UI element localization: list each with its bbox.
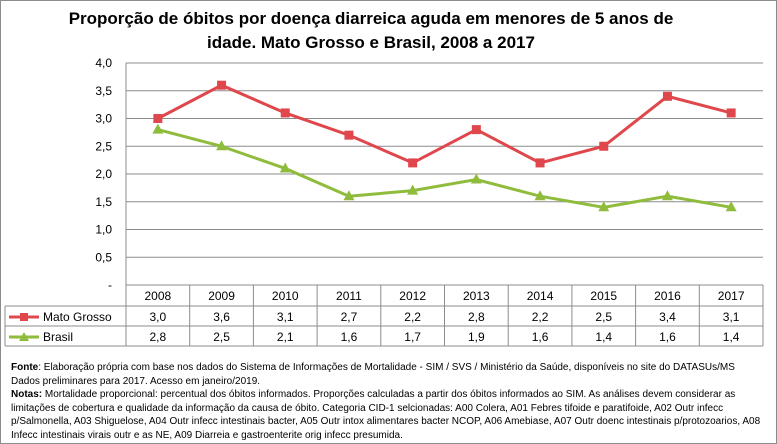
notas-label: Notas: bbox=[11, 389, 43, 400]
data-label: 1,6 bbox=[532, 330, 549, 344]
data-label: 3,1 bbox=[723, 310, 740, 324]
x-tick-label: 2014 bbox=[527, 289, 554, 303]
data-label: 1,6 bbox=[659, 330, 676, 344]
fonte-label: Fonte bbox=[11, 362, 39, 373]
legend-marker bbox=[19, 332, 29, 341]
y-tick-label: 2,5 bbox=[95, 139, 112, 153]
x-tick-label: 2017 bbox=[718, 289, 745, 303]
data-label: 3,6 bbox=[213, 310, 230, 324]
data-point bbox=[217, 80, 227, 90]
data-label: 2,1 bbox=[277, 330, 294, 344]
legend-label: Mato Grosso bbox=[43, 310, 112, 324]
y-tick-label: 4,0 bbox=[95, 56, 112, 70]
data-point bbox=[725, 201, 737, 212]
data-label: 2,8 bbox=[150, 330, 167, 344]
data-point bbox=[407, 184, 419, 195]
x-tick-label: 2010 bbox=[272, 289, 299, 303]
y-tick-label: 1,5 bbox=[95, 195, 112, 209]
y-tick-label: 0,5 bbox=[95, 250, 112, 264]
data-label: 1,4 bbox=[595, 330, 612, 344]
data-label: 1,6 bbox=[341, 330, 358, 344]
data-label: 1,9 bbox=[468, 330, 485, 344]
notas-text: Mortalidade proporcional: percentual dos… bbox=[11, 389, 761, 441]
fonte-text: : Elaboração própria com base nos dados … bbox=[38, 362, 735, 373]
chart-title: Proporção de óbitos por doença diarreica… bbox=[68, 9, 674, 52]
data-point bbox=[661, 190, 673, 201]
x-tick-label: 2015 bbox=[590, 289, 617, 303]
data-point bbox=[471, 125, 481, 135]
fonte-text-2: Dados preliminares para 2017. Acesso em … bbox=[11, 375, 261, 387]
legend-marker bbox=[20, 313, 28, 321]
data-label: 1,4 bbox=[723, 330, 740, 344]
y-tick-label: 1,0 bbox=[95, 223, 112, 237]
data-label: 2,2 bbox=[532, 310, 549, 324]
data-label: 2,5 bbox=[213, 330, 230, 344]
data-point bbox=[535, 158, 545, 168]
data-label: 2,8 bbox=[468, 310, 485, 324]
x-tick-label: 2012 bbox=[399, 289, 426, 303]
x-tick-label: 2011 bbox=[336, 289, 362, 303]
data-point bbox=[280, 108, 290, 118]
y-tick-label: - bbox=[108, 278, 112, 292]
x-tick-label: 2009 bbox=[208, 289, 235, 303]
y-tick-label: 3,5 bbox=[95, 84, 112, 98]
data-label: 3,4 bbox=[659, 310, 676, 324]
data-point bbox=[470, 173, 482, 184]
legend-label: Brasil bbox=[43, 330, 73, 344]
data-point bbox=[599, 141, 609, 151]
data-point bbox=[598, 201, 610, 212]
data-point bbox=[343, 190, 355, 201]
data-point bbox=[726, 108, 736, 118]
y-tick-label: 2,0 bbox=[95, 167, 112, 181]
data-label: 2,7 bbox=[341, 310, 358, 324]
data-label: 3,0 bbox=[150, 310, 167, 324]
notes: Fonte: Elaboração própria com base nos d… bbox=[11, 361, 771, 442]
data-label: 3,1 bbox=[277, 310, 294, 324]
x-tick-label: 2008 bbox=[144, 289, 171, 303]
data-point bbox=[216, 140, 228, 151]
data-label: 2,2 bbox=[404, 310, 421, 324]
data-point bbox=[152, 123, 164, 134]
x-tick-label: 2013 bbox=[463, 289, 490, 303]
data-point bbox=[534, 190, 546, 201]
data-label: 2,5 bbox=[595, 310, 612, 324]
data-point bbox=[279, 162, 291, 173]
data-point bbox=[408, 158, 418, 168]
line-chart: - 0,5 1,0 1,5 2,0 2,5 3,0 3,5 4,0 2008 2009 2010 201… bbox=[4, 56, 764, 347]
data-label: 1,7 bbox=[404, 330, 421, 344]
data-point bbox=[153, 114, 163, 123]
data-point bbox=[344, 130, 354, 140]
x-tick-label: 2016 bbox=[654, 289, 681, 303]
series-line-mato-grosso bbox=[157, 83, 732, 165]
series-line-brasil bbox=[157, 128, 732, 209]
y-tick-label: 3,0 bbox=[95, 112, 112, 126]
data-point bbox=[662, 91, 672, 101]
